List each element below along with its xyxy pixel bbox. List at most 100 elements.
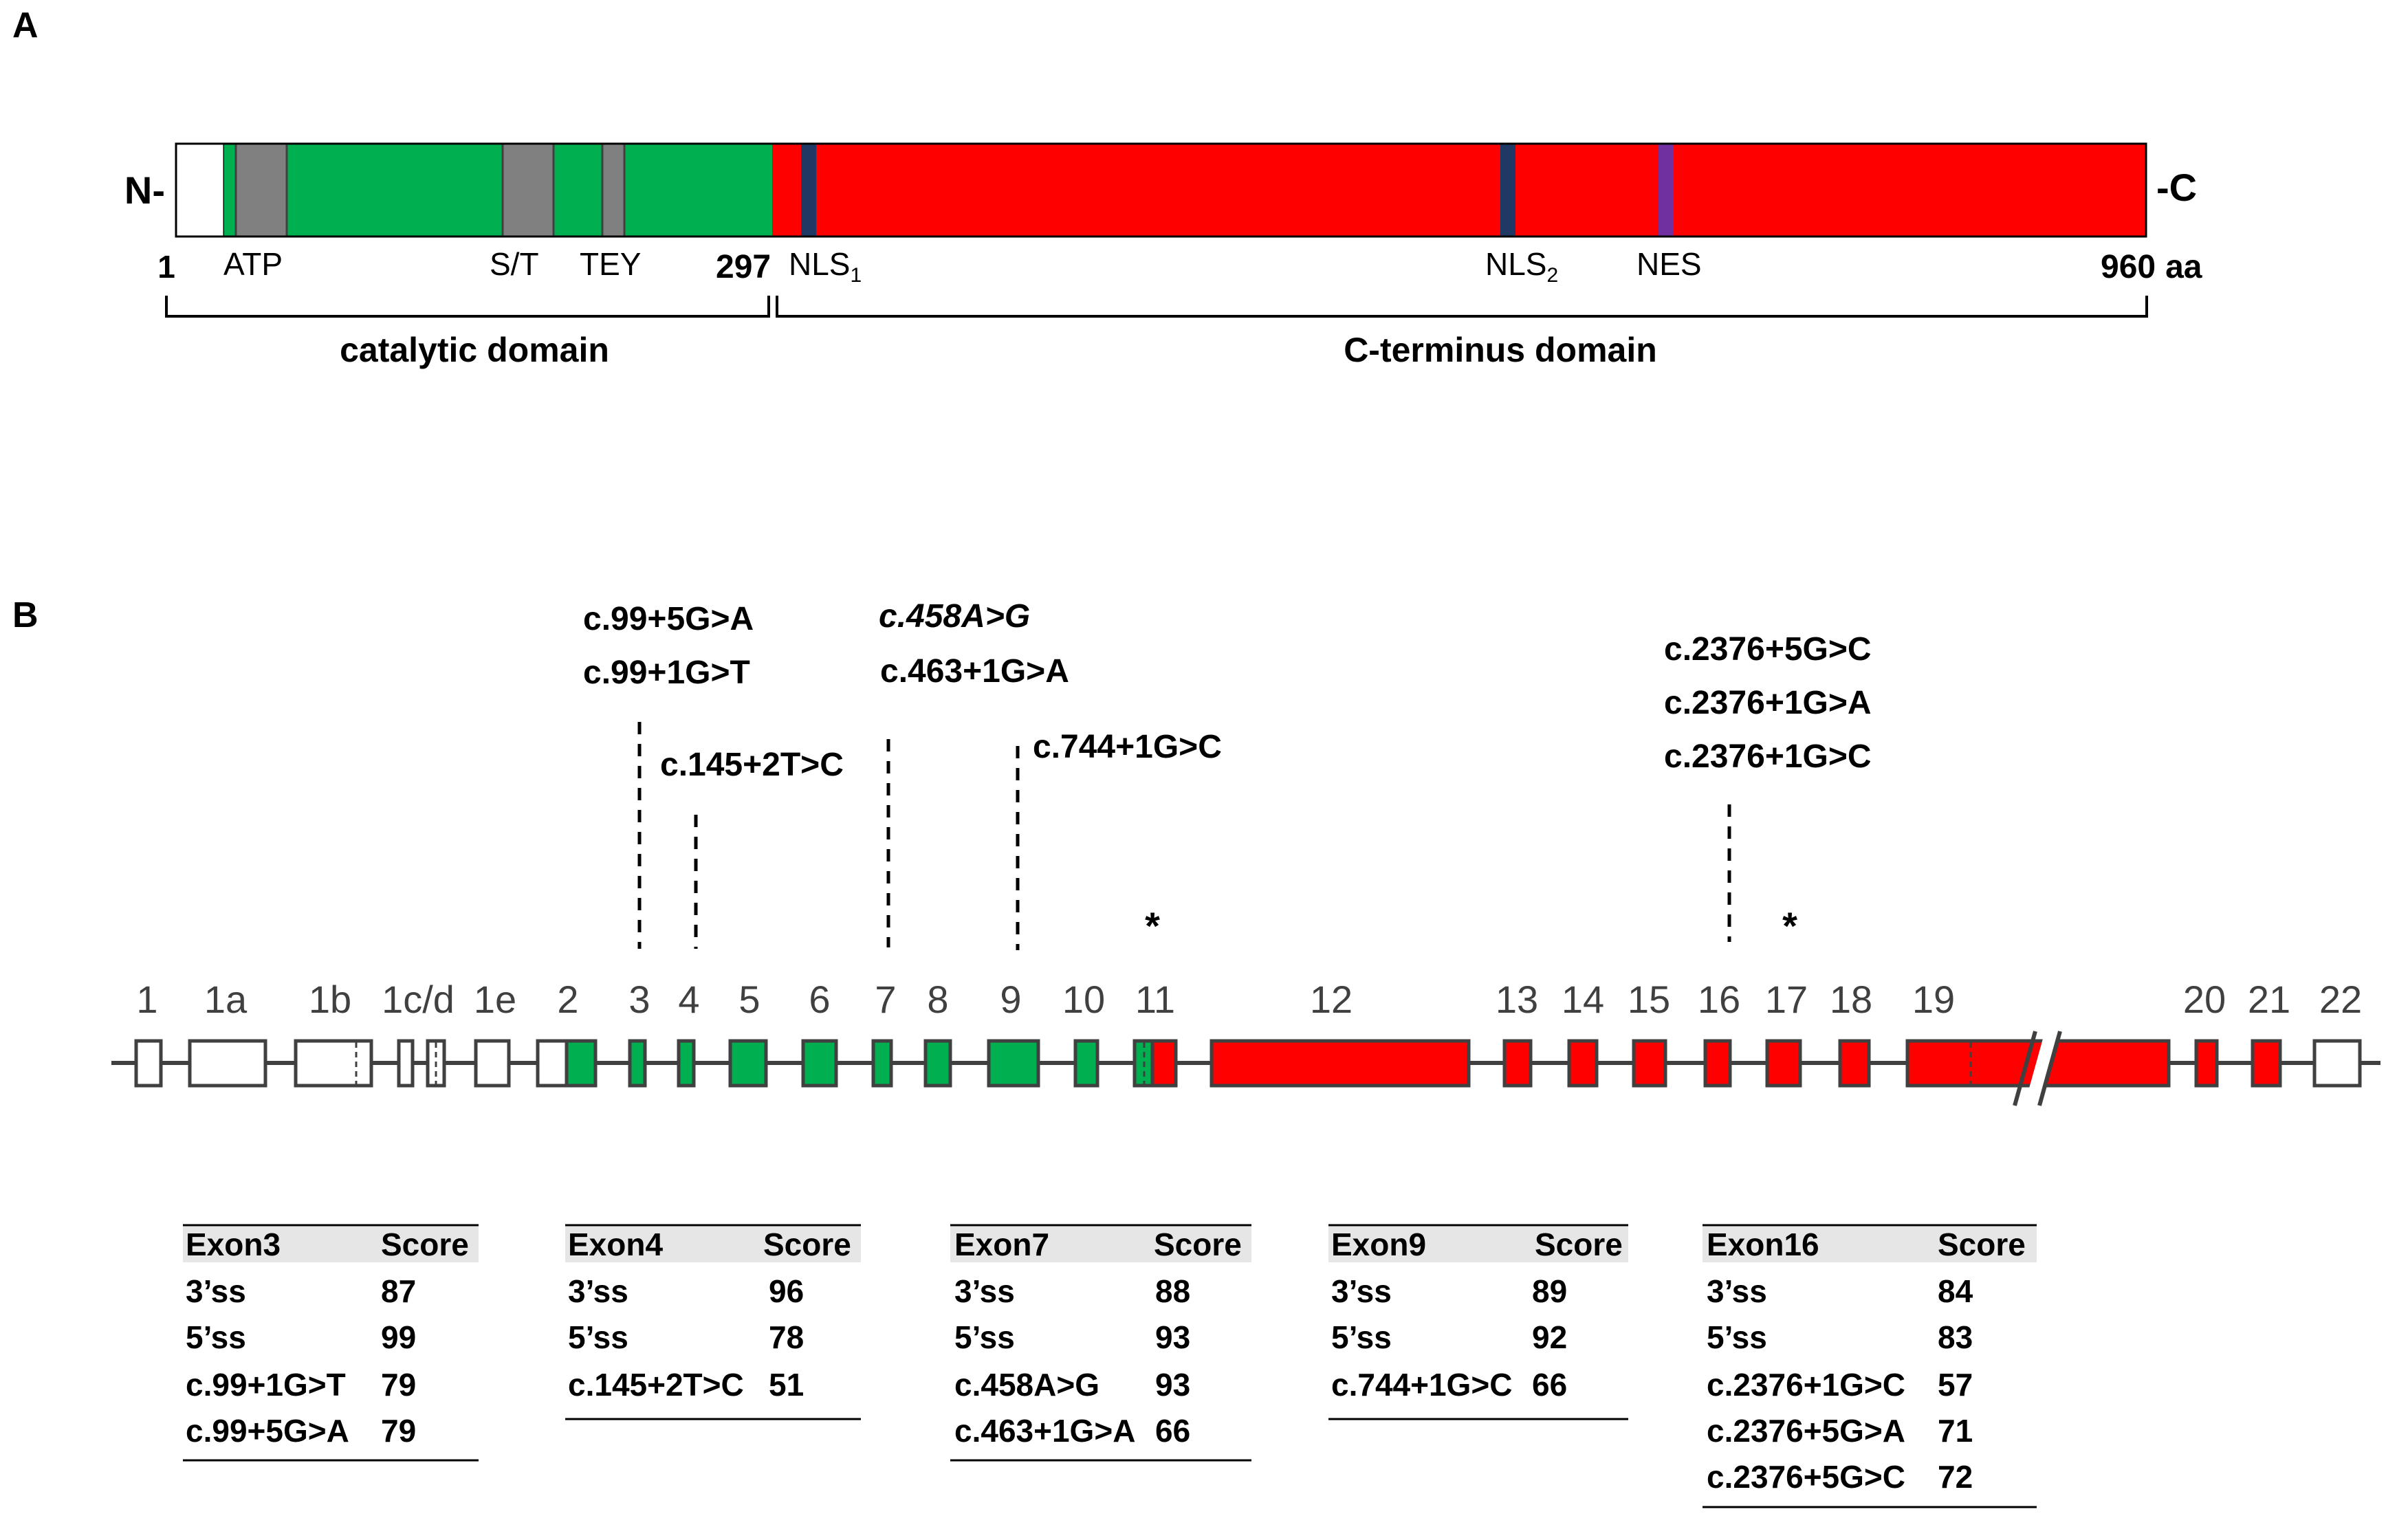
exon-label: 13 — [1496, 978, 1538, 1021]
exon-label: 18 — [1830, 978, 1872, 1021]
exon-box — [987, 1039, 1040, 1088]
nls2-label: NLS2 — [1485, 246, 1558, 287]
tey-motif — [601, 142, 626, 238]
exon-box — [677, 1039, 696, 1088]
table-header-band — [1703, 1227, 2037, 1262]
table-header-exon: Exon3 — [186, 1227, 281, 1262]
exon-box — [1210, 1039, 1471, 1088]
exon-label: 14 — [1562, 978, 1604, 1021]
table-cell-score: 87 — [381, 1273, 416, 1309]
table-header-score: Score — [381, 1227, 469, 1262]
table-cell-score: 99 — [381, 1319, 416, 1355]
exon-box — [1073, 1039, 1099, 1088]
table-cell-label: 3’ss — [1707, 1273, 1767, 1309]
exon-box — [188, 1039, 267, 1088]
exon-box — [565, 1039, 598, 1088]
st-motif — [501, 142, 555, 238]
axis-break-fill — [2024, 1031, 2058, 1106]
variant-label: c.2376+1G>A — [1664, 685, 1872, 721]
exon-box — [2251, 1039, 2282, 1088]
variant-label: c.2376+5G>C — [1664, 631, 1872, 668]
table-cell-label: c.2376+5G>A — [1707, 1413, 1905, 1449]
table-header-score: Score — [1938, 1227, 2026, 1262]
exon-label: 10 — [1062, 978, 1105, 1021]
table-header-band — [950, 1227, 1251, 1262]
table-cell-label: 5’ss — [954, 1319, 1015, 1355]
nls1-motif — [801, 144, 816, 237]
exon-box — [1838, 1039, 1871, 1088]
n-terminus-label: N- — [124, 168, 165, 212]
table-header-score: Score — [763, 1227, 851, 1262]
exon-label: 5 — [738, 978, 760, 1021]
exon-label: 1b — [309, 978, 351, 1021]
axis-break-mark — [2013, 1031, 2037, 1106]
table-header-band — [1328, 1227, 1628, 1262]
table-cell-label: 3’ss — [186, 1273, 246, 1309]
atp-label: ATP — [223, 246, 283, 282]
exon-box — [1502, 1039, 1533, 1088]
nes-label: NES — [1637, 246, 1702, 282]
table-cell-score: 88 — [1155, 1273, 1190, 1309]
position-split: 297 — [716, 249, 771, 285]
table-cell-label: c.2376+5G>C — [1707, 1459, 1905, 1495]
variant-label: c.2376+1G>C — [1664, 738, 1872, 775]
exon-box — [397, 1039, 415, 1088]
table-header-exon: Exon4 — [568, 1227, 663, 1262]
asterisk-exon11: * — [1145, 904, 1160, 947]
table-cell-score: 79 — [381, 1413, 416, 1449]
table-cell-label: c.2376+1G>C — [1707, 1367, 1905, 1403]
table-cell-label: 3’ss — [954, 1273, 1015, 1309]
table-cell-label: c.99+5G>A — [186, 1413, 349, 1449]
exon-label: 1a — [204, 978, 248, 1021]
n-terminal-segment — [175, 142, 226, 238]
catalytic-domain-segment — [224, 144, 772, 237]
table-header-band — [565, 1227, 861, 1262]
exon-label: 4 — [678, 978, 699, 1021]
exon-labels: 1 1a 1b 1c/d 1e 2 3 4 5 6 7 8 9 10 11 12… — [136, 978, 2362, 1021]
table-cell-label: 3’ss — [568, 1273, 628, 1309]
variant-label: c.458A>G — [879, 598, 1030, 635]
exon-label: 2 — [557, 978, 578, 1021]
table-header-exon: Exon7 — [954, 1227, 1049, 1262]
score-table-exon7: Exon7 Score 3’ss 88 5’ss 93 c.458A>G 93 … — [950, 1224, 1251, 1462]
exon-label: 1c/d — [382, 978, 455, 1021]
table-cell-score: 93 — [1155, 1319, 1190, 1355]
table-cell-score: 79 — [381, 1367, 416, 1403]
variant-leader-lines — [637, 722, 1731, 950]
table-header-band — [183, 1227, 479, 1262]
variant-label: c.145+2T>C — [660, 747, 844, 783]
variant-label: c.744+1G>C — [1033, 729, 1222, 765]
position-end: 960 aa — [2101, 249, 2202, 285]
table-cell-score: 71 — [1938, 1413, 1973, 1449]
panel-b-label: B — [12, 595, 39, 635]
variant-label: c.463+1G>A — [880, 653, 1069, 690]
exon-label: 1 — [136, 978, 157, 1021]
exon-box — [1150, 1039, 1178, 1088]
cterm-bracket — [776, 296, 2148, 318]
table-cell-label: 5’ss — [1331, 1319, 1392, 1355]
nls1-label: NLS1 — [789, 246, 862, 287]
exon-label: 1e — [474, 978, 516, 1021]
exon-box — [1632, 1039, 1667, 1088]
table-cell-score: 57 — [1938, 1367, 1973, 1403]
table-cell-score: 66 — [1155, 1413, 1190, 1449]
exon-label: 7 — [875, 978, 896, 1021]
table-cell-label: c.463+1G>A — [954, 1413, 1135, 1449]
table-cell-label: c.458A>G — [954, 1367, 1099, 1403]
protein-bar — [175, 142, 2147, 238]
cterm-domain-label: C-terminus domain — [1344, 331, 1657, 369]
exon-box — [871, 1039, 893, 1088]
nls2-motif — [1500, 144, 1515, 237]
exon-box — [1703, 1039, 1732, 1088]
table-cell-score: 72 — [1938, 1459, 1973, 1495]
exon-label: 3 — [628, 978, 650, 1021]
table-cell-score: 89 — [1532, 1273, 1567, 1309]
score-table-exon4: Exon4 Score 3’ss 96 5’ss 78 c.145+2T>C 5… — [565, 1224, 861, 1420]
table-cell-score: 92 — [1532, 1319, 1567, 1355]
panel-a-label: A — [12, 6, 39, 45]
tey-label: TEY — [580, 246, 641, 282]
exon-box — [474, 1039, 511, 1088]
catalytic-bracket — [165, 296, 770, 318]
table-cell-label: 5’ss — [1707, 1319, 1767, 1355]
variant-label: c.99+5G>A — [583, 601, 754, 637]
